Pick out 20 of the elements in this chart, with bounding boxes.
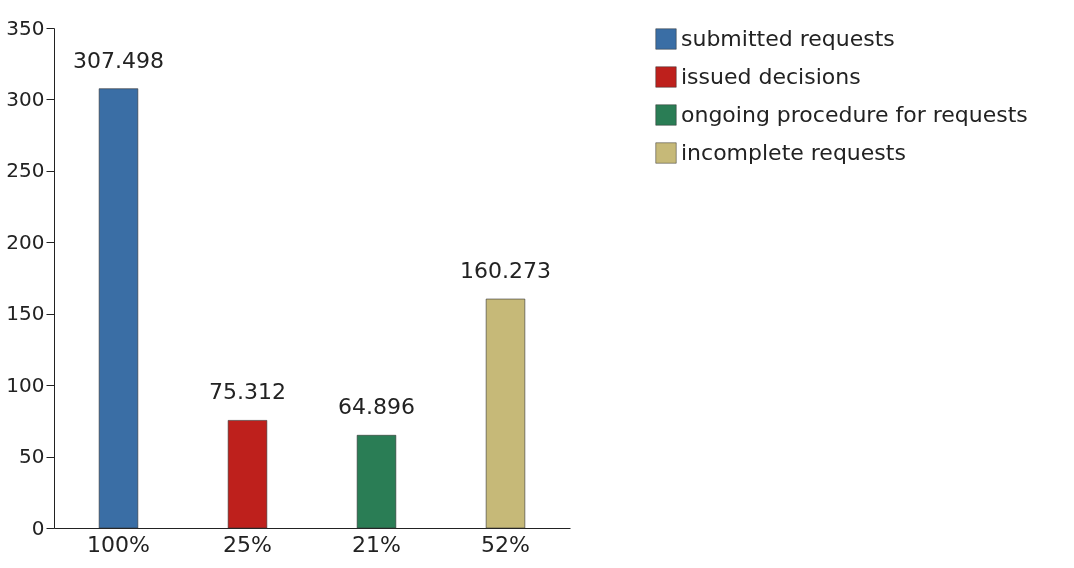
legend-label: issued decisions	[681, 64, 861, 89]
y-tick-label: 250	[6, 158, 45, 183]
x-tick-label: 25%	[223, 531, 272, 557]
y-tick-label: 50	[19, 444, 45, 469]
data-label: 307.498	[73, 47, 164, 73]
y-tick-label: 100	[6, 372, 45, 397]
y-tick-label: 0	[31, 515, 45, 540]
legend-label: submitted requests	[681, 26, 895, 51]
x-tick-label: 52%	[481, 531, 530, 557]
x-tick-label: 100%	[87, 531, 150, 557]
y-tick-label: 200	[6, 229, 45, 254]
data-label: 75.312	[209, 379, 286, 405]
data-label: 160.273	[460, 258, 551, 284]
y-tick-label: 350	[6, 15, 45, 40]
y-tick-label: 150	[6, 301, 45, 326]
y-tick-label: 300	[6, 86, 45, 111]
legend-label: ongoing procedure for requests	[681, 102, 1028, 127]
data-label: 64.896	[338, 394, 415, 420]
legend-label: incomplete requests	[681, 140, 906, 165]
x-tick-label: 21%	[352, 531, 401, 557]
